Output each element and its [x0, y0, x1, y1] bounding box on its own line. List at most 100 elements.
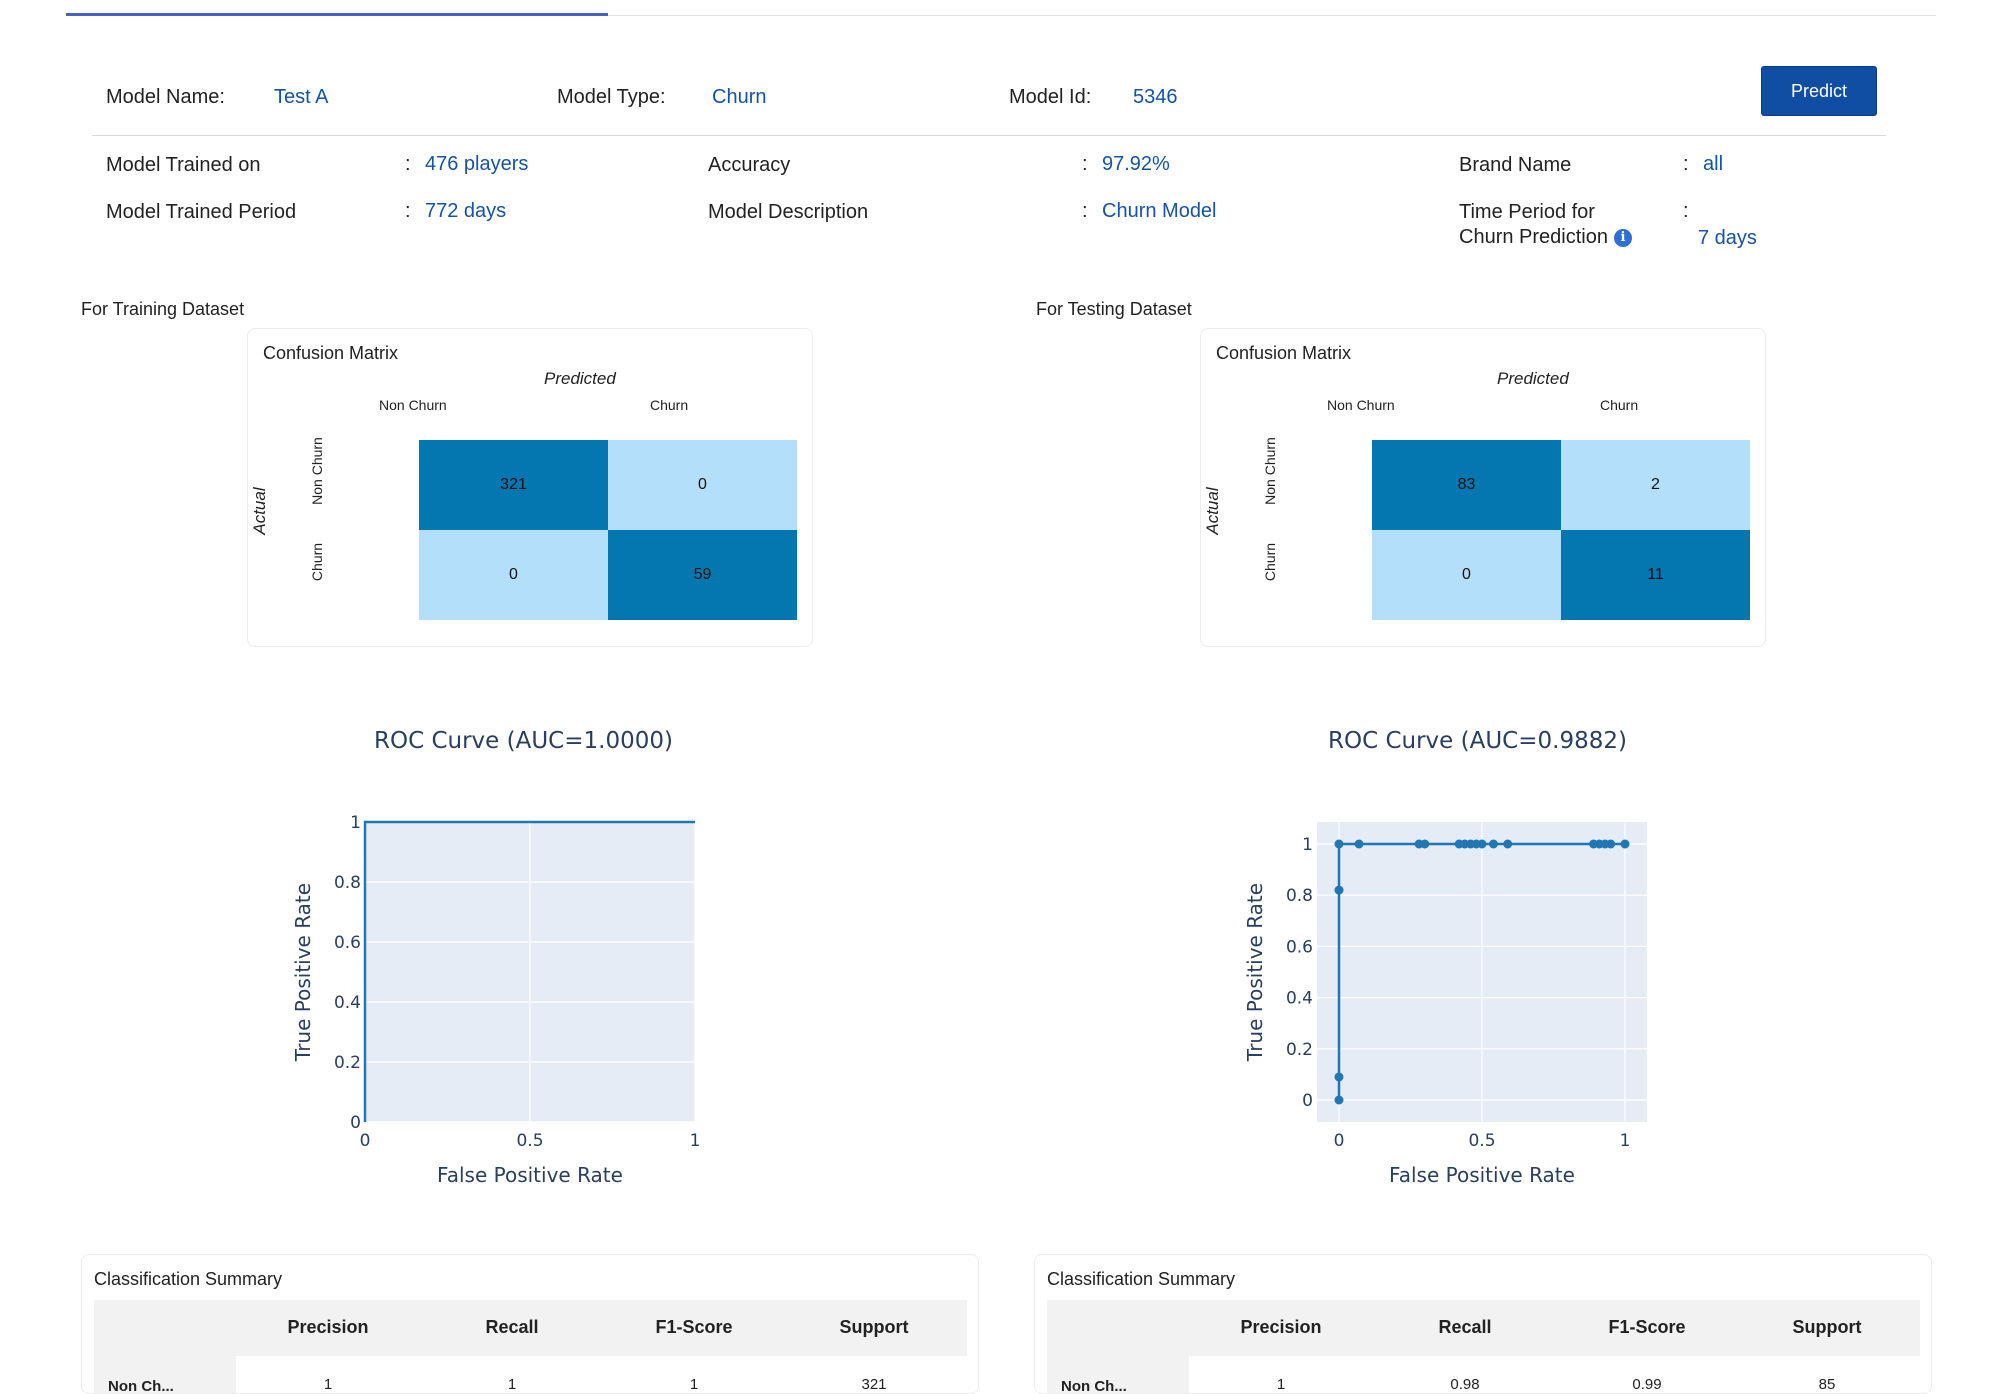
cm-cell: 83 [1372, 440, 1561, 530]
cm-col-label: Non Churn [379, 397, 447, 413]
cm-col-label: Churn [650, 397, 689, 413]
colon: : [405, 200, 411, 222]
x-tick-label: 1 [1620, 1131, 1631, 1151]
cm-actual-label: Actual [250, 487, 269, 535]
col-header: F1-Score [655, 1317, 733, 1337]
y-tick-label: 0.4 [1286, 989, 1313, 1009]
y-tick-label: 0 [350, 1113, 361, 1133]
cm-cell: 321 [419, 440, 608, 530]
testing-roc-title: ROC Curve (AUC=0.9882) [1328, 728, 1627, 754]
training-section-title: For Training Dataset [81, 299, 245, 319]
table-cell: 321 [861, 1376, 887, 1393]
model-name-value: Test A [274, 86, 329, 108]
colon: : [1082, 200, 1088, 222]
colon: : [1683, 153, 1689, 175]
testing-section-title: For Testing Dataset [1036, 299, 1192, 319]
x-tick-label: 0.5 [516, 1131, 543, 1151]
roc-point [1334, 839, 1344, 849]
y-tick-label: 0.4 [334, 993, 361, 1013]
classification-header: Precision Recall F1-Score Support [94, 1300, 967, 1356]
y-tick-label: 0.2 [334, 1053, 361, 1073]
roc-point [1420, 839, 1430, 849]
roc-point [1334, 1072, 1344, 1082]
classification-title: Classification Summary [1047, 1269, 1236, 1289]
y-tick-label: 0.2 [1286, 1040, 1313, 1060]
x-tick-label: 0 [360, 1131, 371, 1151]
trained-on-label: Model Trained on [106, 154, 261, 176]
cm-cell: 2 [1561, 440, 1750, 530]
colon: : [405, 153, 411, 175]
cm-row-label: Churn [1262, 542, 1278, 582]
colon: : [1683, 200, 1689, 222]
y-tick-label: 0.6 [1286, 937, 1313, 957]
cm-predicted-label: Predicted [1497, 369, 1569, 388]
table-cell: 0.98 [1450, 1376, 1480, 1393]
training-roc-chart: 0 0.5 1 0 0.2 0.4 0.6 0.8 1 False Positive Rate Tr… [291, 813, 701, 1187]
y-tick-label: 0.8 [1286, 886, 1313, 906]
x-axis-title: False Positive Rate [1389, 1163, 1575, 1187]
cm-cell: 59 [608, 530, 797, 620]
y-tick-label: 1 [350, 813, 361, 833]
cm-actual-label: Actual [1203, 487, 1222, 535]
active-tab-indicator[interactable] [66, 13, 608, 16]
prediction-period-value: 7 days [1698, 227, 1757, 249]
roc-point [1503, 839, 1513, 849]
info-icon[interactable]: i [1613, 228, 1632, 247]
trained-on-value: 476 players [425, 153, 529, 175]
y-tick-label: 0.8 [334, 873, 361, 893]
col-header: Recall [485, 1317, 539, 1337]
row-label: Non Ch... [1061, 1378, 1127, 1394]
accuracy-value: 97.92% [1102, 153, 1170, 175]
roc-point [1334, 1095, 1344, 1105]
table-cell: 1 [1276, 1376, 1286, 1393]
model-id-value: 5346 [1133, 86, 1178, 108]
description-value: Churn Model [1102, 200, 1217, 222]
cm-row-label: Churn [309, 542, 325, 582]
model-id-label: Model Id: [1009, 86, 1092, 108]
col-header: Precision [1240, 1317, 1322, 1337]
roc-point [1477, 839, 1487, 849]
header-divider [92, 135, 1886, 136]
x-tick-label: 0 [1334, 1131, 1345, 1151]
model-type-value: Churn [712, 86, 767, 108]
col-header: Precision [287, 1317, 369, 1337]
classification-title: Classification Summary [94, 1269, 283, 1289]
tab-bar-divider [66, 15, 1936, 16]
y-axis-title: True Positive Rate [291, 883, 315, 1062]
col-header: Recall [1438, 1317, 1492, 1337]
classification-header: Precision Recall F1-Score Support [1047, 1300, 1920, 1356]
x-tick-label: 1 [690, 1131, 701, 1151]
y-tick-label: 0 [1302, 1091, 1313, 1111]
prediction-period-label: Time Period for Churn Prediction i [1459, 200, 1632, 250]
trained-period-value: 772 days [425, 200, 507, 222]
x-tick-label: 0.5 [1468, 1131, 1495, 1151]
cm-cell: 0 [1372, 530, 1561, 620]
roc-point [1620, 839, 1630, 849]
cm-title: Confusion Matrix [263, 343, 399, 363]
roc-point [1488, 839, 1498, 849]
x-axis-title: False Positive Rate [437, 1163, 623, 1187]
table-cell: 1 [323, 1376, 333, 1393]
y-axis-title: True Positive Rate [1243, 883, 1267, 1062]
model-type-label: Model Type: [557, 86, 666, 108]
y-tick-label: 0.6 [334, 933, 361, 953]
table-cell: 0.99 [1632, 1376, 1662, 1393]
predict-button[interactable]: Predict [1761, 66, 1877, 116]
trained-period-label: Model Trained Period [106, 201, 297, 223]
cm-col-label: Non Churn [1327, 397, 1395, 413]
cm-cell: 11 [1561, 530, 1750, 620]
cm-cell: 0 [419, 530, 608, 620]
accuracy-label: Accuracy [708, 154, 791, 176]
table-cell: 1 [507, 1376, 517, 1393]
cm-title: Confusion Matrix [1216, 343, 1352, 363]
testing-roc-chart: 0 0.5 1 0 0.2 0.4 0.6 0.8 1 False Positive Rate Tr… [1243, 822, 1647, 1187]
col-header: Support [839, 1317, 909, 1337]
description-label: Model Description [708, 201, 869, 223]
prediction-period-label-line2: Churn Prediction i [1459, 225, 1632, 250]
brand-value: all [1703, 153, 1724, 175]
roc-line [363, 820, 695, 1122]
table-cell: 1 [689, 1376, 699, 1393]
roc-point [1606, 839, 1616, 849]
cm-row-label: Non Churn [1262, 437, 1278, 505]
prediction-period-label-text: Churn Prediction [1459, 226, 1608, 248]
